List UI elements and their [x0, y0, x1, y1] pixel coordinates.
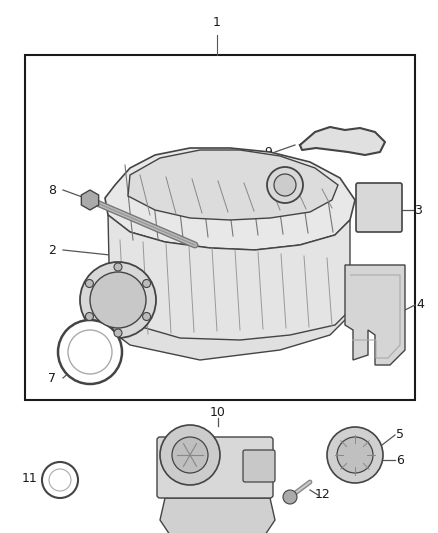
- Polygon shape: [345, 265, 405, 365]
- Bar: [25, 55, 415, 400]
- Text: 2: 2: [48, 244, 56, 256]
- Text: 11: 11: [22, 472, 38, 484]
- Circle shape: [114, 263, 122, 271]
- Circle shape: [160, 425, 220, 485]
- Circle shape: [85, 279, 93, 287]
- FancyBboxPatch shape: [356, 183, 402, 232]
- Circle shape: [267, 167, 303, 203]
- Polygon shape: [128, 150, 338, 220]
- Text: 7: 7: [48, 372, 56, 384]
- Text: 3: 3: [414, 204, 422, 216]
- Polygon shape: [100, 270, 350, 360]
- Circle shape: [143, 312, 151, 320]
- Circle shape: [80, 262, 156, 338]
- Text: 12: 12: [315, 489, 331, 502]
- Text: 5: 5: [396, 429, 404, 441]
- Circle shape: [90, 272, 146, 328]
- Circle shape: [143, 279, 151, 287]
- Polygon shape: [300, 127, 385, 155]
- Polygon shape: [160, 498, 275, 533]
- Circle shape: [274, 174, 296, 196]
- Circle shape: [327, 427, 383, 483]
- Polygon shape: [105, 148, 355, 250]
- Circle shape: [114, 329, 122, 337]
- Circle shape: [85, 312, 93, 320]
- Circle shape: [172, 437, 208, 473]
- Text: 9: 9: [264, 146, 272, 158]
- Circle shape: [42, 462, 78, 498]
- Text: 8: 8: [48, 183, 56, 197]
- Circle shape: [58, 320, 122, 384]
- Circle shape: [283, 490, 297, 504]
- FancyBboxPatch shape: [243, 450, 275, 482]
- Text: 10: 10: [210, 406, 226, 418]
- FancyBboxPatch shape: [157, 437, 273, 498]
- Text: 4: 4: [416, 298, 424, 311]
- Text: 1: 1: [213, 15, 221, 28]
- Polygon shape: [108, 215, 350, 340]
- Circle shape: [49, 469, 71, 491]
- Text: 6: 6: [396, 454, 404, 466]
- Circle shape: [337, 437, 373, 473]
- Circle shape: [68, 330, 112, 374]
